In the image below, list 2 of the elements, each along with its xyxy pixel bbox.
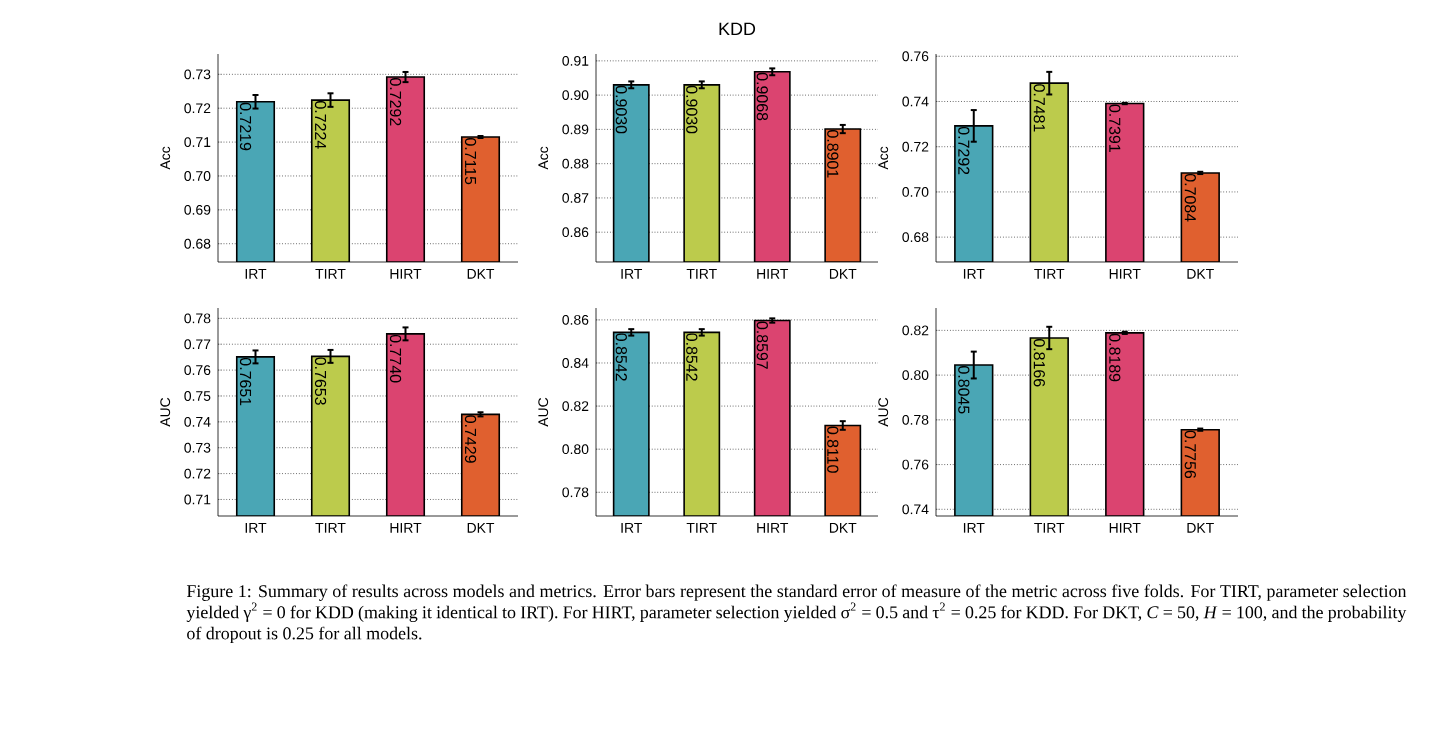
text: Figure 1: Summary of results across models and metrics. Error bars represent the standard error of measure of the metric across five folds. For TIRT, parameter selection yielded γ$^{2}$ = 0 for KDD (making it identical to IRT). For HIRT, parameter selection yielded σ$^{2}$ = 0.5 and τ$^{2}$ = 0.25 for KDD. For DKT, C = 50, H = 100, and the probability of dropout is 0.25 for all models.: [186, 584, 1407, 644]
chart-title: KDD: [719, 22, 756, 35]
